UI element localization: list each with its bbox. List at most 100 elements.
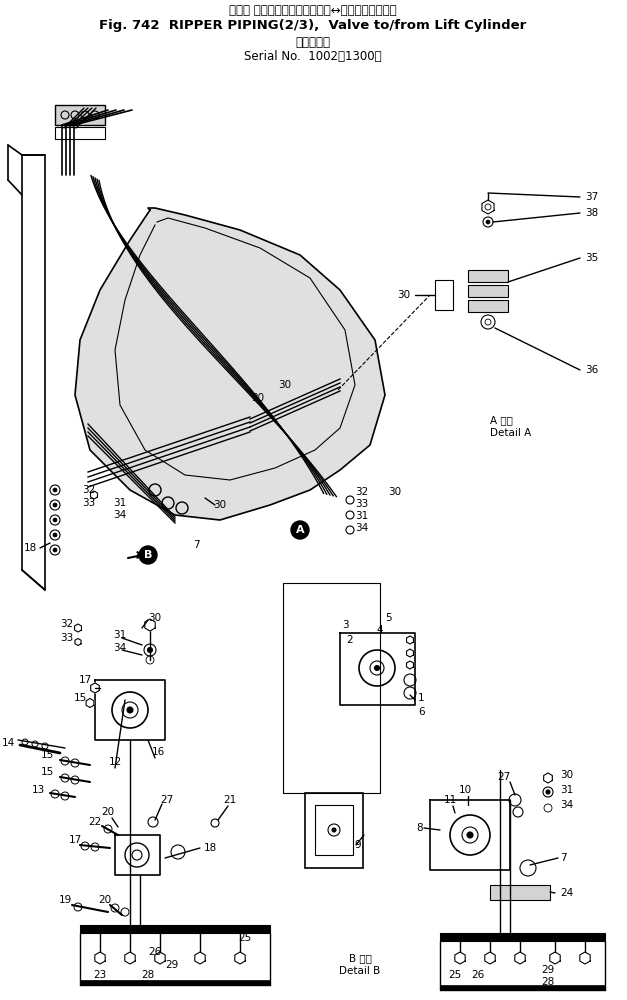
Text: 15: 15 [40,750,54,760]
Text: 33: 33 [60,633,73,643]
Text: 11: 11 [443,795,456,805]
Bar [305,793,363,868]
Polygon shape [580,952,590,964]
Text: Detail A: Detail A [490,428,531,438]
Circle shape [53,488,57,492]
Bar [440,933,605,941]
Circle shape [467,832,473,838]
Polygon shape [75,208,385,520]
Text: A 詳画: A 詳画 [490,415,513,425]
Text: 18: 18 [24,543,37,553]
Text: 38: 38 [585,208,598,218]
Text: Detail B: Detail B [339,966,381,976]
Text: 30: 30 [251,393,265,403]
Text: 31: 31 [355,511,368,521]
Text: 9: 9 [355,840,361,850]
Polygon shape [406,636,413,644]
Polygon shape [406,649,413,657]
Circle shape [147,648,152,652]
Polygon shape [544,773,552,783]
Polygon shape [75,624,82,632]
Circle shape [486,220,490,224]
Polygon shape [234,952,245,964]
Circle shape [127,707,133,713]
Text: 22: 22 [88,817,102,827]
Text: 31: 31 [113,630,127,640]
Text: 34: 34 [113,643,127,653]
Text: 8: 8 [416,823,423,833]
Text: 34: 34 [560,800,573,810]
Text: 4: 4 [377,625,383,635]
Text: 30: 30 [388,487,401,497]
Text: 28: 28 [541,977,555,987]
Polygon shape [91,683,99,693]
Polygon shape [482,200,494,214]
Text: 6: 6 [418,707,424,717]
Text: 28: 28 [141,970,155,980]
Text: 35: 35 [585,253,598,263]
Text: 15: 15 [40,767,54,777]
Text: 25: 25 [238,933,251,943]
Bar [55,105,105,125]
Bar [80,980,270,985]
Text: 17: 17 [78,675,92,685]
Text: 30: 30 [397,290,410,300]
Polygon shape [95,952,105,964]
Text: 7: 7 [560,853,567,863]
Text: 24: 24 [560,888,573,898]
Text: 30: 30 [149,613,162,623]
Polygon shape [455,952,465,964]
Text: 26: 26 [472,970,485,980]
Circle shape [546,790,550,794]
Text: 32: 32 [355,487,368,497]
Polygon shape [485,952,495,964]
Text: 19: 19 [58,895,71,905]
Text: 30: 30 [278,380,292,390]
Circle shape [291,521,309,539]
Text: 21: 21 [223,795,236,805]
Text: B 詳画: B 詳画 [349,953,371,963]
Bar [80,925,270,933]
Text: 31: 31 [113,498,127,508]
Text: Fig. 742  RIPPER PIPING(2/3),  Valve to/from Lift Cylinder: Fig. 742 RIPPER PIPING(2/3), Valve to/fr… [99,19,527,32]
Bar [468,300,508,312]
Bar [55,127,105,139]
Text: 29: 29 [541,965,555,975]
Circle shape [374,666,379,670]
Text: 30: 30 [213,500,226,510]
Polygon shape [515,952,525,964]
Text: 23: 23 [93,970,107,980]
Text: 2: 2 [347,635,353,645]
Polygon shape [155,952,165,964]
Bar [468,270,508,282]
Text: 18: 18 [203,843,216,853]
Polygon shape [86,698,94,708]
Text: 14: 14 [2,738,15,748]
Polygon shape [406,661,413,669]
Text: 31: 31 [560,785,573,795]
Polygon shape [75,639,81,646]
Polygon shape [145,619,155,631]
Text: 1: 1 [418,693,424,703]
Text: 25: 25 [448,970,461,980]
Circle shape [53,503,57,507]
Bar [468,285,508,297]
Text: 27: 27 [161,795,174,805]
Text: 33: 33 [355,499,368,509]
Text: Serial No.  1002～1300）: Serial No. 1002～1300） [244,50,382,64]
Text: 33: 33 [82,498,96,508]
Polygon shape [125,952,135,964]
Text: 20: 20 [102,807,115,817]
Circle shape [53,533,57,537]
Circle shape [332,828,336,832]
Text: 10: 10 [458,785,472,795]
Text: 32: 32 [60,619,73,629]
Text: 13: 13 [31,785,45,795]
Text: 32: 32 [82,485,96,495]
Circle shape [53,518,57,522]
Text: 16: 16 [151,747,165,757]
Text: 30: 30 [560,770,573,780]
Text: 34: 34 [113,510,127,520]
Text: 37: 37 [585,192,598,202]
Polygon shape [550,952,560,964]
